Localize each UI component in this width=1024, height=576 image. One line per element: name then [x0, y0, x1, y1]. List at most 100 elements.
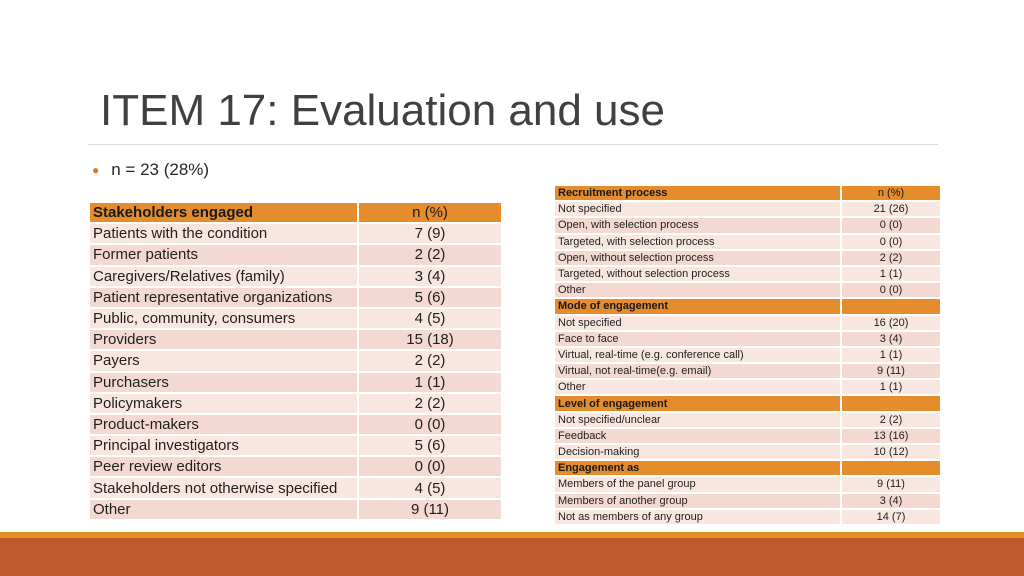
table-row: Decision-making 10 (12) [555, 444, 940, 462]
table-row: Members of the panel group 9 (11) [555, 476, 940, 494]
row-value: 9 (11) [357, 498, 501, 521]
row-label: Not specified/unclear [555, 411, 841, 429]
row-label: Other [90, 498, 358, 521]
row-value: 21 (26) [840, 201, 940, 219]
row-value [840, 395, 940, 413]
table-row: Stakeholders not otherwise specified 4 (5… [90, 477, 501, 500]
table-row: Not specified/unclear 2 (2) [555, 411, 940, 429]
table-row: Patients with the condition 7 (9) [90, 223, 501, 246]
section-header-row: Engagement as [555, 460, 940, 478]
row-value: 1 (1) [840, 265, 940, 284]
row-label: Purchasers [90, 371, 358, 394]
row-value: 16 (20) [840, 314, 940, 332]
table-row: Public, community, consumers 4 (5) [90, 307, 501, 331]
row-value [840, 460, 940, 478]
row-label: Decision-making [555, 444, 841, 462]
row-value: 0 (0) [840, 233, 940, 251]
title-divider [88, 144, 938, 145]
page-title: ITEM 17: Evaluation and use [100, 86, 665, 135]
row-value: n (%) [840, 186, 940, 203]
footer-accent-band [0, 532, 1024, 538]
row-value: 1 (1) [840, 379, 940, 397]
table-row: Targeted, without selection process 1 (1) [555, 265, 940, 284]
row-label: Not specified [555, 314, 841, 332]
row-value: 0 (0) [840, 282, 940, 300]
row-value: 9 (11) [840, 476, 940, 494]
table-row: Not specified 21 (26) [555, 201, 940, 219]
table-row: Targeted, with selection process 0 (0) [555, 233, 940, 251]
row-value: 2 (2) [840, 411, 940, 429]
row-value: 4 (5) [357, 477, 501, 500]
table-row: Other 1 (1) [555, 379, 940, 397]
table-row: Peer review editors 0 (0) [90, 456, 501, 479]
row-value: 3 (4) [840, 492, 940, 510]
row-label: Not specified [555, 201, 841, 219]
row-label: Patients with the condition [90, 223, 358, 246]
engagement-details-table: Recruitment process n (%) Not specified 21 … [555, 186, 940, 526]
table-row: Virtual, not real-time(e.g. email) 9 (11) [555, 363, 940, 381]
row-label: Targeted, without selection process [555, 265, 841, 284]
row-label: Feedback [555, 427, 841, 446]
row-value [840, 298, 940, 316]
stakeholders-table: Stakeholders engaged n (%) Patients with… [90, 203, 501, 521]
row-value: 1 (1) [357, 371, 501, 394]
row-value: 5 (6) [357, 286, 501, 309]
header-label: Stakeholders engaged [90, 203, 358, 225]
row-label: Open, with selection process [555, 217, 841, 235]
table-row: Virtual, real-time (e.g. conference call… [555, 346, 940, 365]
row-value: 2 (2) [357, 244, 501, 267]
section-header-row: Recruitment process n (%) [555, 186, 940, 203]
row-value: 10 (12) [840, 444, 940, 462]
table-row: Policymakers 2 (2) [90, 392, 501, 415]
row-value: 14 (7) [840, 508, 940, 526]
sample-size-text: n = 23 (28%) [111, 160, 210, 179]
table-row: Feedback 13 (16) [555, 427, 940, 446]
table-row: Caregivers/Relatives (family) 3 (4) [90, 265, 501, 288]
row-label: Public, community, consumers [90, 307, 358, 331]
table-row: Members of another group 3 (4) [555, 492, 940, 510]
section-header-row: Mode of engagement [555, 298, 940, 316]
row-label: Policymakers [90, 392, 358, 415]
row-label: Face to face [555, 330, 841, 348]
table-row: Other 9 (11) [90, 498, 501, 521]
footer-band [0, 538, 1024, 576]
row-value: 3 (4) [840, 330, 940, 348]
row-label: Product-makers [90, 413, 358, 437]
row-value: 2 (2) [357, 392, 501, 415]
row-label: Other [555, 379, 841, 397]
table-row: Open, without selection process 2 (2) [555, 249, 940, 267]
row-value: 1 (1) [840, 346, 940, 365]
row-label: Members of the panel group [555, 476, 841, 494]
row-value: 15 (18) [357, 329, 501, 352]
row-value: 4 (5) [357, 307, 501, 331]
row-label: Providers [90, 329, 358, 352]
table-row: Principal investigators 5 (6) [90, 435, 501, 458]
row-value: 9 (11) [840, 363, 940, 381]
table-row: Payers 2 (2) [90, 350, 501, 373]
row-value: 2 (2) [840, 249, 940, 267]
table-row: Patient representative organizations 5 (6… [90, 286, 501, 309]
table-header-row: Stakeholders engaged n (%) [90, 203, 501, 225]
row-label: Not as members of any group [555, 508, 841, 526]
row-label: Former patients [90, 244, 358, 267]
row-label: Principal investigators [90, 435, 358, 458]
row-label: Peer review editors [90, 456, 358, 479]
bullet-icon: ● [92, 163, 100, 177]
row-value: 2 (2) [357, 350, 501, 373]
row-label: Payers [90, 350, 358, 373]
row-label: Other [555, 282, 841, 300]
row-label: Members of another group [555, 492, 841, 510]
row-label: Virtual, not real-time(e.g. email) [555, 363, 841, 381]
section-header-row: Level of engagement [555, 395, 940, 413]
table-row: Not as members of any group 14 (7) [555, 508, 940, 526]
row-value: 0 (0) [840, 217, 940, 235]
row-value: 13 (16) [840, 427, 940, 446]
row-value: 5 (6) [357, 435, 501, 458]
table-row: Face to face 3 (4) [555, 330, 940, 348]
row-value: 3 (4) [357, 265, 501, 288]
table-row: Not specified 16 (20) [555, 314, 940, 332]
row-label: Virtual, real-time (e.g. conference call… [555, 346, 841, 365]
table-row: Providers 15 (18) [90, 329, 501, 352]
table-row: Product-makers 0 (0) [90, 413, 501, 437]
table-row: Other 0 (0) [555, 282, 940, 300]
